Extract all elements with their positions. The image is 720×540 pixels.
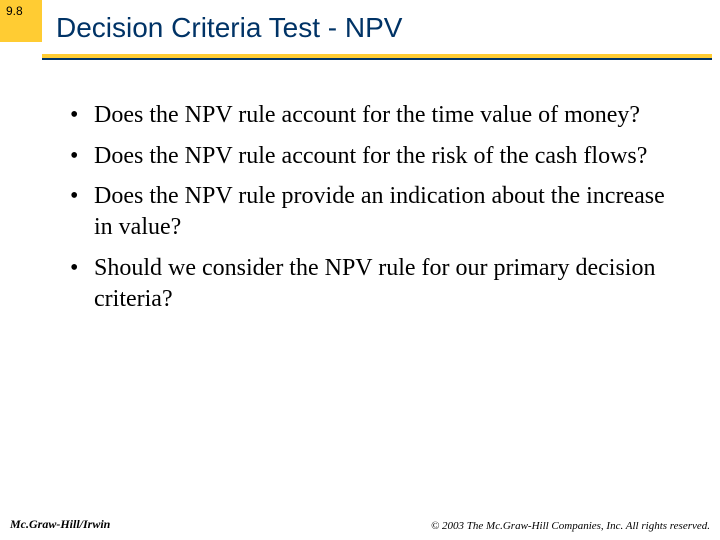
footer-copyright: © 2003 The Mc.Graw-Hill Companies, Inc. … [431,520,710,532]
divider-dark [42,58,712,60]
slide-number: 9.8 [6,4,23,18]
slide-number-box: 9.8 [0,0,42,42]
slide: 9.8 Decision Criteria Test - NPV Does th… [0,0,720,540]
header: 9.8 Decision Criteria Test - NPV [0,0,720,56]
footer-publisher: Mc.Graw-Hill/Irwin [10,517,110,532]
footer: Mc.Graw-Hill/Irwin © 2003 The Mc.Graw-Hi… [0,517,720,532]
bullet-list: Does the NPV rule account for the time v… [70,100,676,314]
bullet-item: Does the NPV rule account for the risk o… [70,141,676,172]
content: Does the NPV rule account for the time v… [0,60,720,314]
bullet-item: Does the NPV rule provide an indication … [70,181,676,242]
divider [0,54,720,60]
bullet-item: Does the NPV rule account for the time v… [70,100,676,131]
title-wrap: Decision Criteria Test - NPV [42,0,720,56]
bullet-item: Should we consider the NPV rule for our … [70,253,676,314]
slide-title: Decision Criteria Test - NPV [56,12,402,44]
